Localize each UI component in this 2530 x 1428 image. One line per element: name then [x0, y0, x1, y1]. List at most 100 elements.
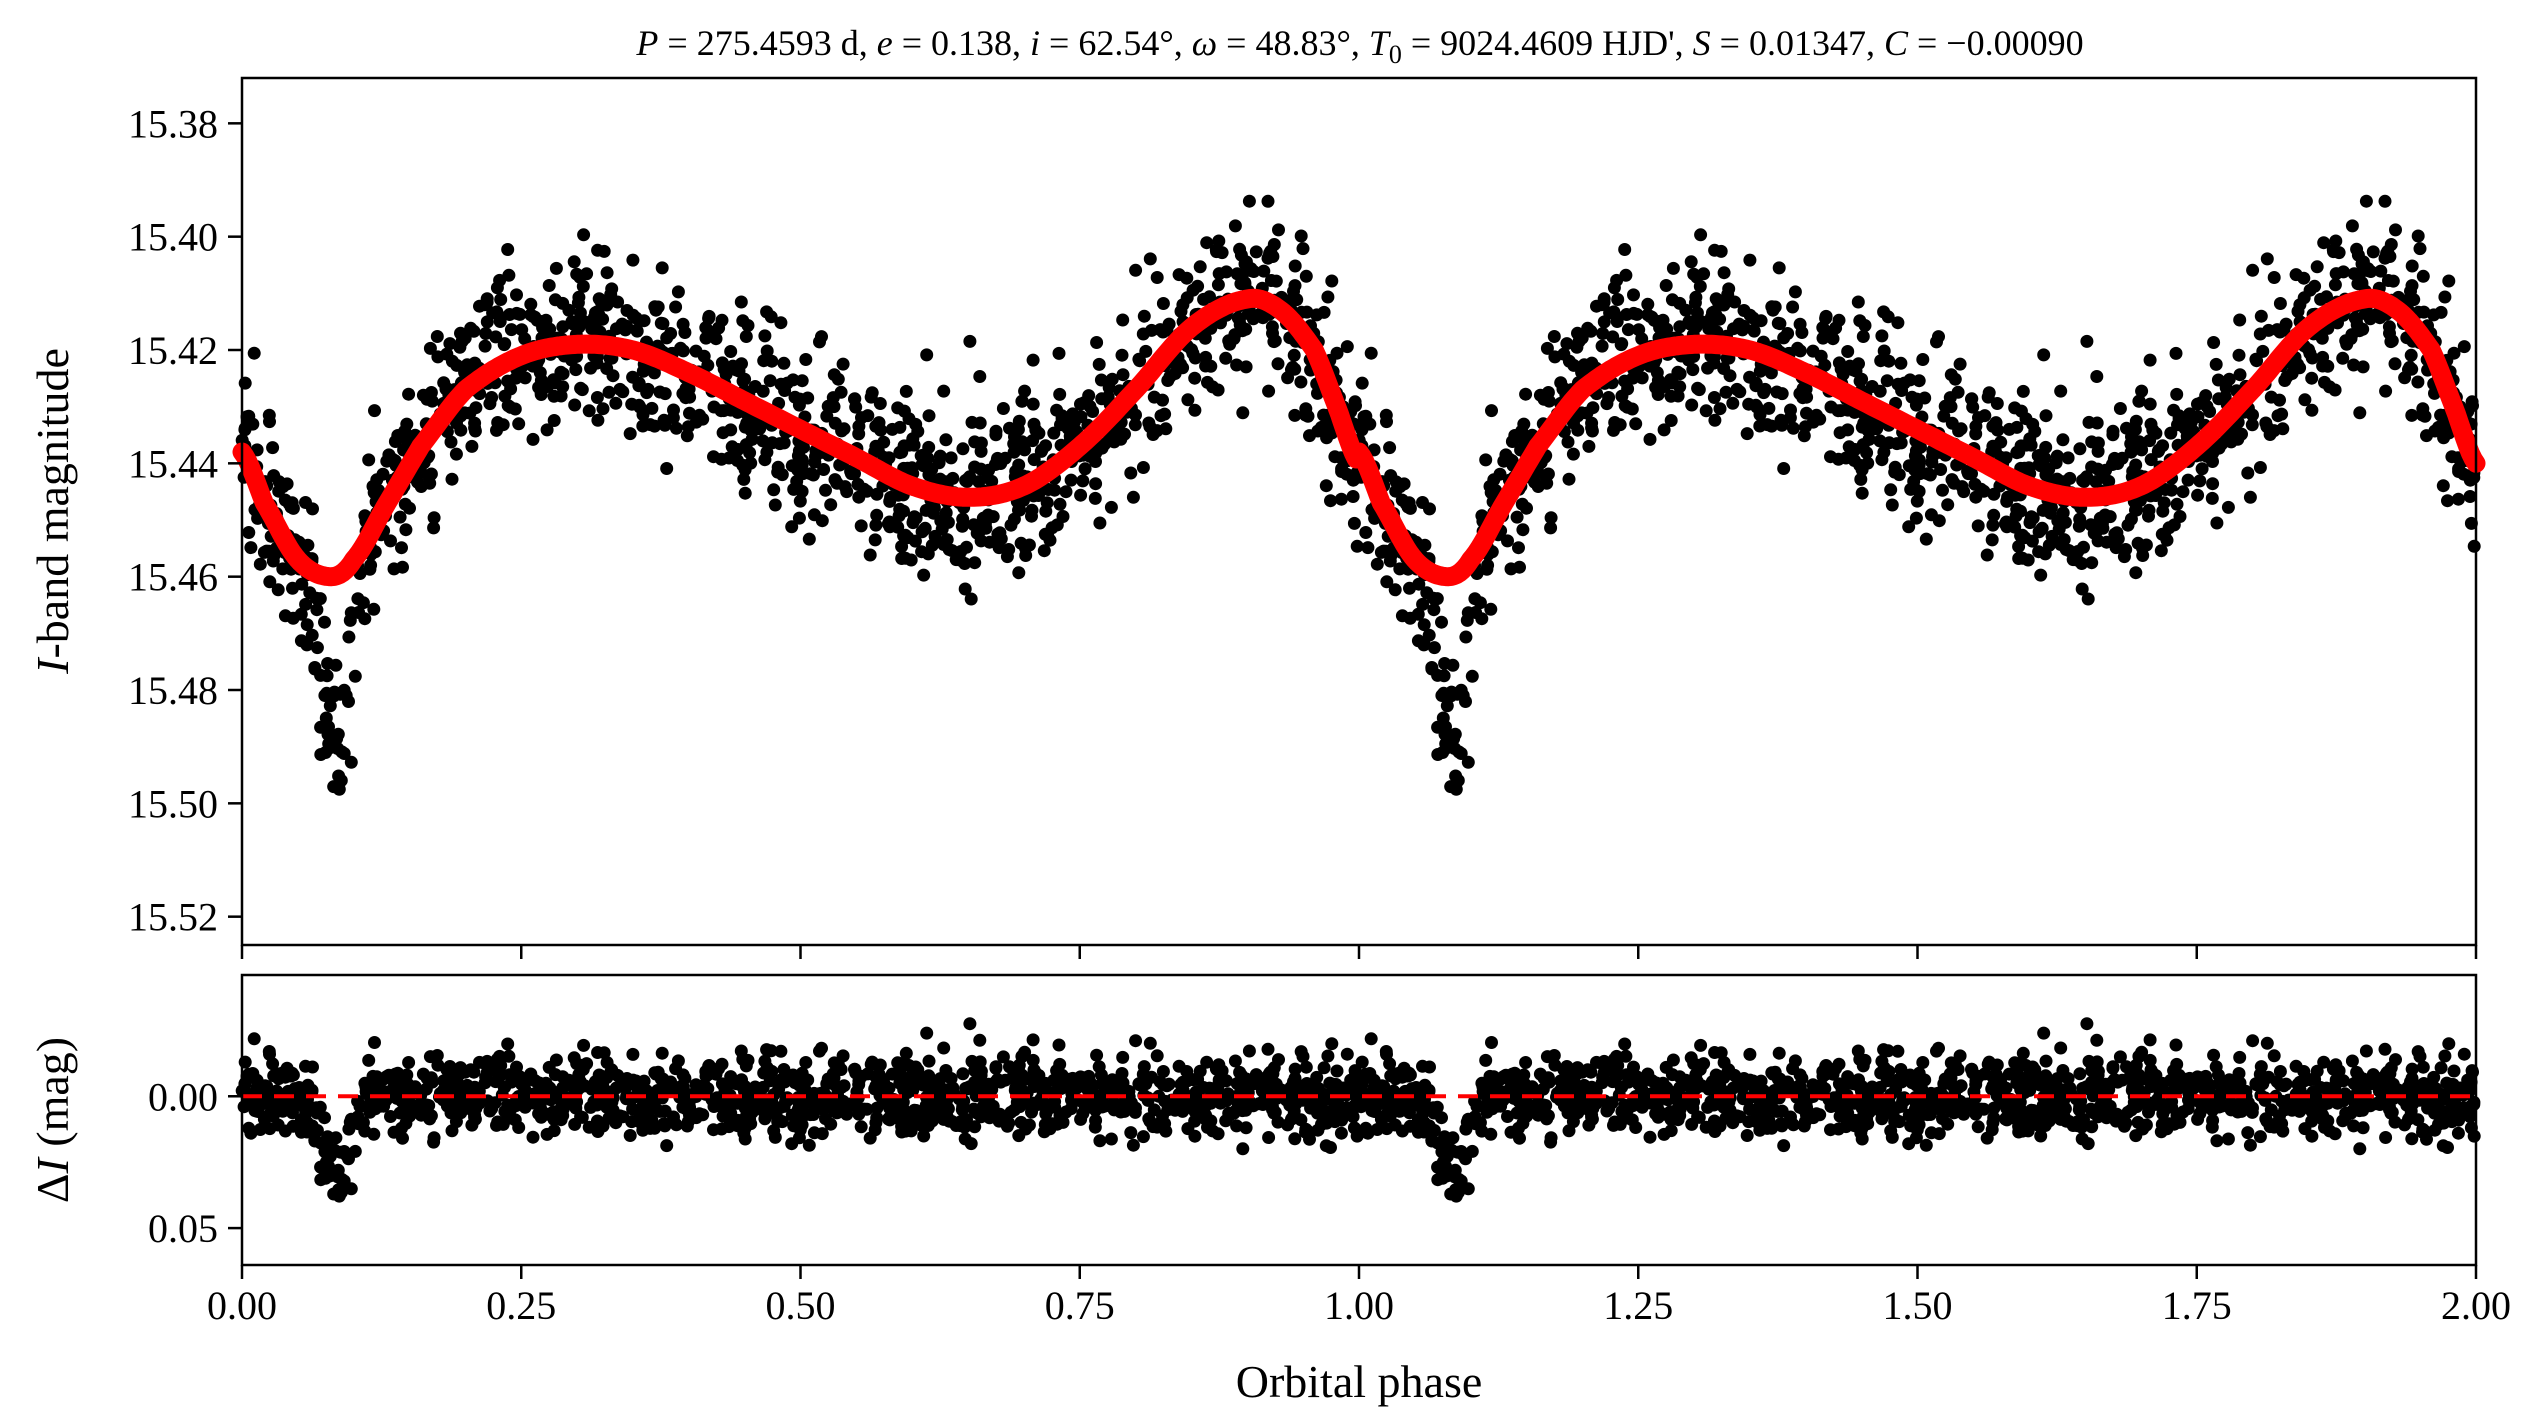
observation-point — [1512, 541, 1525, 555]
observation-point — [1445, 685, 1458, 699]
observation-point — [2117, 550, 2131, 564]
observation-point — [828, 473, 842, 487]
residual-point — [786, 1068, 800, 1082]
title-c-symbol: C — [1884, 23, 1909, 63]
observation-point — [554, 365, 568, 379]
observation-point — [278, 609, 292, 623]
residual-point — [352, 1117, 366, 1131]
observation-point — [567, 255, 581, 269]
residual-point — [870, 1101, 884, 1115]
residual-point — [682, 1097, 696, 1111]
observation-point — [2110, 526, 2124, 540]
residual-point — [1204, 1114, 1218, 1128]
residual-point — [1304, 1101, 1318, 1115]
observation-point — [689, 344, 703, 358]
observation-point — [1055, 409, 1069, 423]
residual-point — [556, 1070, 570, 1084]
observation-point — [1902, 520, 1916, 534]
observation-point — [1849, 364, 1863, 378]
residual-point — [792, 1131, 806, 1145]
observation-point — [939, 506, 953, 520]
observation-point — [1249, 245, 1263, 259]
observation-point — [1359, 526, 1373, 539]
title-omega-symbol: ω — [1192, 23, 1217, 63]
residual-point — [1098, 1099, 1112, 1113]
residual-point — [1262, 1131, 1276, 1144]
observation-point — [1834, 404, 1848, 418]
observation-point — [2052, 522, 2066, 536]
observation-point — [1102, 381, 1116, 395]
observation-point — [445, 472, 459, 486]
residual-point — [2323, 1124, 2337, 1138]
observation-point — [2034, 568, 2048, 582]
residual-point — [1447, 1165, 1461, 1179]
observation-point — [764, 310, 778, 324]
observation-point — [2259, 416, 2273, 430]
observation-point — [2072, 519, 2086, 533]
observation-point — [1093, 516, 1107, 530]
observation-point — [2457, 340, 2471, 354]
observation-point — [1765, 419, 1779, 433]
residual-point — [907, 1070, 921, 1084]
observation-point — [1156, 393, 1169, 407]
observation-point — [2024, 438, 2038, 452]
observation-point — [1397, 477, 1411, 491]
observation-point — [1510, 510, 1524, 524]
observation-point — [1440, 699, 1454, 713]
observation-point — [1791, 341, 1805, 355]
observation-point — [1236, 406, 1250, 420]
observation-point — [571, 296, 585, 310]
residual-point — [330, 1165, 344, 1179]
residual-point — [813, 1044, 826, 1058]
observation-point — [2073, 442, 2087, 456]
residual-point — [2379, 1131, 2393, 1144]
observation-point — [2210, 516, 2224, 530]
observation-point — [1311, 424, 1325, 438]
observation-point — [1772, 261, 1786, 275]
observation-point — [1037, 544, 1051, 558]
observation-point — [1881, 310, 1895, 324]
observation-point — [2181, 473, 2195, 487]
observation-point — [1818, 358, 1832, 372]
observation-point — [1513, 560, 1526, 574]
observation-point — [736, 458, 750, 472]
observation-point — [960, 540, 973, 554]
observation-point — [1317, 305, 1331, 319]
observation-point — [2442, 274, 2456, 288]
observation-point — [399, 523, 413, 537]
observation-point — [902, 412, 916, 426]
observation-point — [2200, 449, 2214, 463]
observation-point — [328, 685, 341, 699]
residual-point — [590, 1098, 604, 1112]
observation-point — [1666, 261, 1680, 275]
residual-point — [1743, 1047, 1757, 1061]
observation-point — [2215, 437, 2229, 451]
observation-point — [1951, 385, 1965, 399]
residual-point — [1484, 1127, 1498, 1141]
observation-point — [339, 689, 353, 702]
observation-point — [2303, 346, 2317, 360]
observation-point — [1788, 285, 1802, 299]
observation-point — [2273, 297, 2287, 310]
observation-point — [1116, 313, 1130, 327]
residual-point — [651, 1065, 665, 1079]
observation-point — [1562, 354, 1576, 368]
residual-point — [978, 1103, 992, 1117]
residual-point — [1971, 1120, 1985, 1134]
residual-point — [2024, 1103, 2038, 1117]
observation-point — [606, 369, 620, 383]
observation-point — [1919, 532, 1933, 546]
observation-point — [2273, 393, 2286, 407]
observation-point — [1891, 316, 1905, 330]
residual-point — [956, 1067, 970, 1081]
observation-point — [1717, 298, 1731, 312]
residual-point — [989, 1061, 1003, 1075]
residual-point — [1919, 1138, 1933, 1152]
residual-point — [1104, 1132, 1118, 1146]
observation-point — [2195, 462, 2209, 476]
observation-point — [423, 341, 437, 355]
residual-point — [906, 1083, 920, 1097]
observation-point — [2054, 538, 2068, 551]
residual-point — [1945, 1105, 1959, 1118]
observation-point — [671, 285, 685, 299]
